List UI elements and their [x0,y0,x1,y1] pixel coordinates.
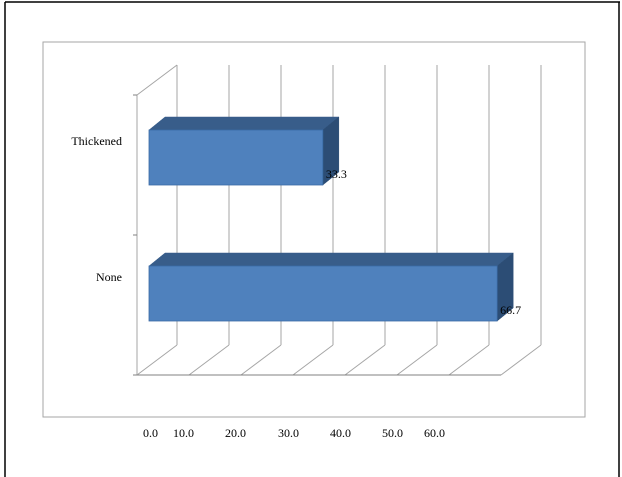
data-label: 66.7 [500,303,521,317]
bars [148,116,514,322]
x-tick-label: 10.0 [173,426,194,440]
data-label: 33.3 [326,167,347,181]
gridline-floor [188,344,230,376]
x-tick-label: 20.0 [225,426,246,440]
gridlines [133,64,542,376]
bar-top-face [148,252,514,267]
x-tick-labels: 0.0 10.0 20.0 30.0 40.0 50.0 60.0 [143,426,445,440]
category-labels: Thickened None [71,134,122,284]
bar-top-face [148,116,340,131]
x-tick-label: 40.0 [330,426,351,440]
gridline-floor [292,344,334,376]
x-tick-label: 0.0 [143,426,158,440]
bar-thickened [148,129,324,186]
x-tick-label: 50.0 [382,426,403,440]
gridline-floor [396,344,438,376]
gridline-floor [448,344,490,376]
x-tick-label: 30.0 [278,426,299,440]
gridline-floor [344,344,386,376]
plot-area-border [42,41,586,418]
side-wall-top [136,64,178,96]
gridline-floor [500,344,542,376]
category-label: Thickened [71,134,122,148]
x-tick-label: 60.0 [424,426,445,440]
bar-none [148,265,498,322]
data-labels: 33.3 66.7 [326,167,521,317]
gridline-floor [136,344,178,376]
gridline-floor [240,344,282,376]
category-label: None [96,270,122,284]
